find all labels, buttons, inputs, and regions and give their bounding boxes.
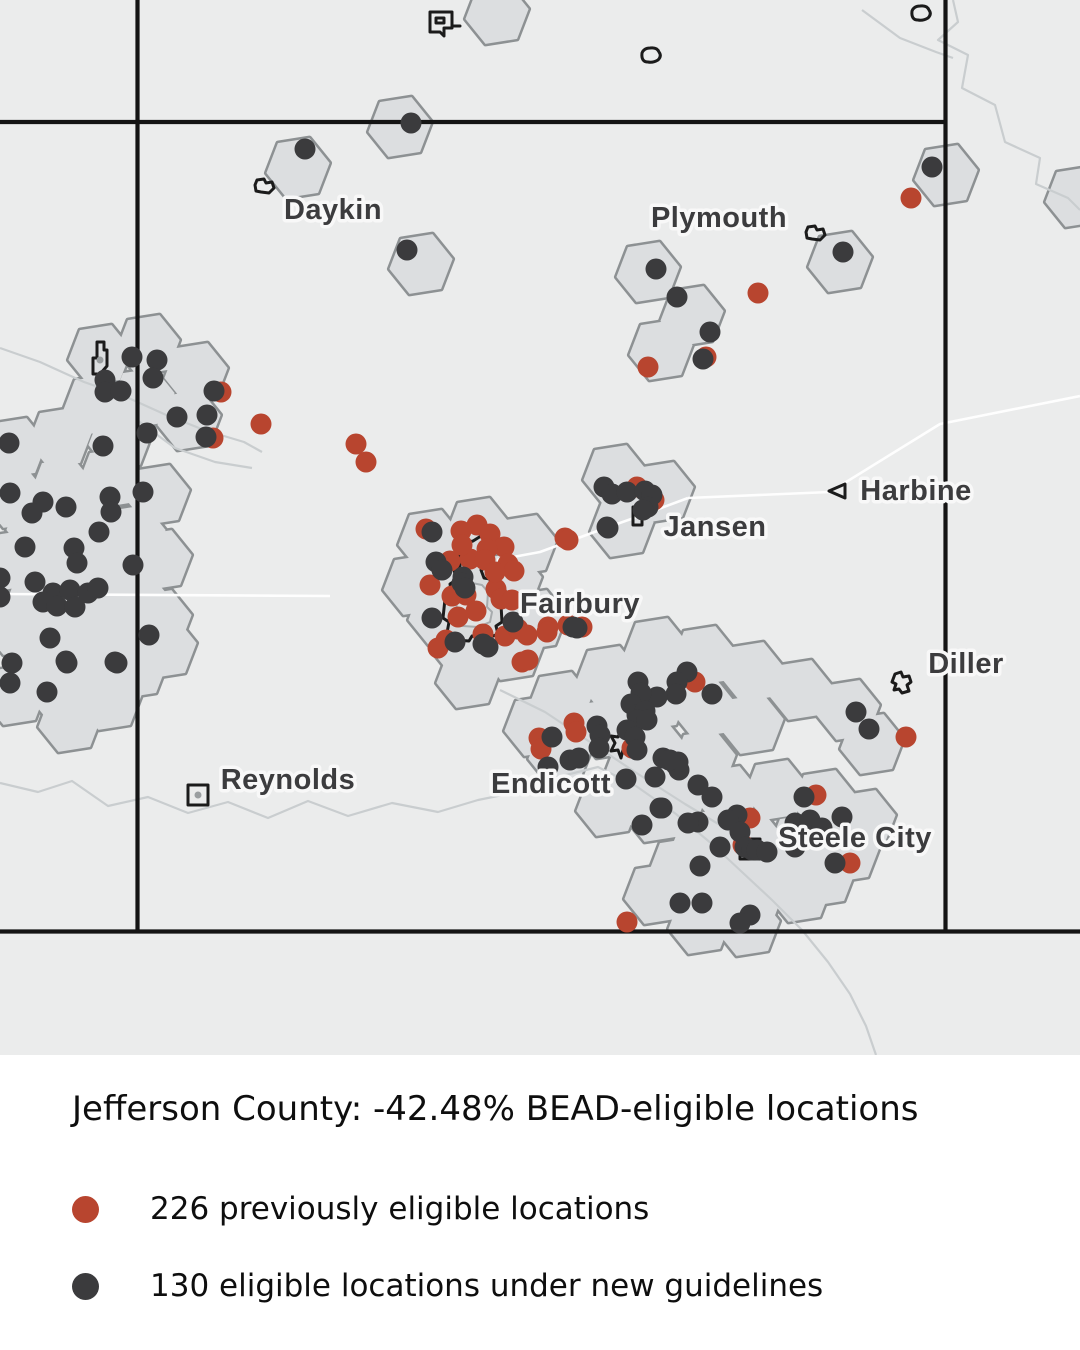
legend-label: 226 previously eligible locations [150,1191,650,1227]
reynolds-town-icon [186,783,210,807]
place-label-jansen: Jansen [664,511,767,543]
place-labels: Daykin Plymouth Harbine Jansen Fairbury Dille… [217,191,1007,858]
town-icon-northeast [910,4,932,22]
info-panel: Jefferson County: -42.48% BEAD-eligible … [0,1055,1080,1350]
town-icon-north-small [640,46,662,64]
legend-item-previously-eligible: 226 previously eligible locations [72,1191,649,1227]
place-label-reynolds: Reynolds [221,764,356,796]
legend-dot-red [72,1195,99,1223]
county-boundaries [0,0,1080,934]
place-label-endicott: Endicott [491,768,611,800]
place-label-harbine: Harbine [860,475,971,507]
legend-dot-dark [72,1272,99,1300]
page-title: Jefferson County: -42.48% BEAD-eligible … [72,1089,919,1129]
town-icon-north-school [428,10,462,38]
county-map: Daykin Plymouth Harbine Jansen Fairbury Dille… [0,0,1080,1055]
place-label-fairbury: Fairbury [520,588,640,620]
new-guidelines-dots [0,112,943,934]
place-label-daykin: Daykin [284,194,382,226]
daykin-town-icon [253,177,276,195]
map-canvas: Daykin Plymouth Harbine Jansen Fairbury Dille… [0,0,1080,1055]
place-label-diller: Diller [928,648,1004,680]
legend-label: 130 eligible locations under new guideli… [150,1268,824,1304]
place-label-plymouth: Plymouth [651,202,787,234]
place-label-steele-city: Steele City [778,822,932,854]
legend-item-new-guidelines: 130 eligible locations under new guideli… [72,1268,823,1304]
plymouth-town-icon [804,224,827,242]
harbine-town-icon [827,482,847,500]
diller-town-icon [890,670,913,695]
